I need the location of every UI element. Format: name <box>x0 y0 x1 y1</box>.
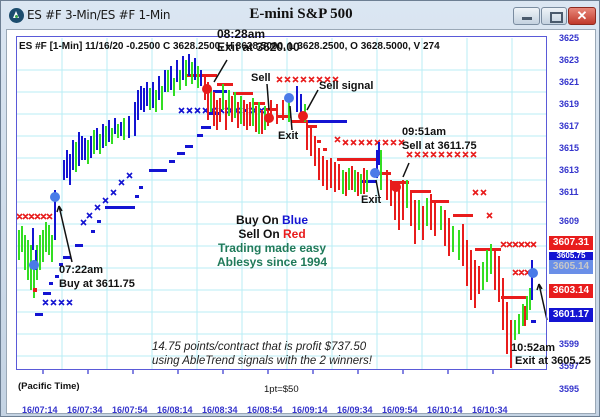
chart-title: E-mini S&P 500 <box>249 6 353 22</box>
annotation-arrows <box>56 59 548 321</box>
plot-frame <box>16 36 547 370</box>
annotation-exit3-price: Exit at 3605.25 <box>515 355 591 367</box>
point-value-label: 1pt=$50 <box>264 384 299 395</box>
chart-area[interactable]: ES #F [1-Min] 11/16/20 -0.2500 C 3628.25… <box>6 27 596 415</box>
y-tick-3617: 3617 <box>559 121 580 131</box>
title-bar[interactable]: ES #F 3-Min/ES #F 1-Min E-mini S&P 500 ✕ <box>1 1 600 29</box>
price-marker-lightblue: 3605.14 <box>549 260 593 274</box>
x-tick: 16/07:34 <box>67 405 103 415</box>
x-tick: 16/10:34 <box>472 405 508 415</box>
x-tick: 16/07:54 <box>112 405 148 415</box>
price-bars <box>18 54 533 368</box>
timezone-label: (Pacific Time) <box>18 381 80 392</box>
y-tick-3615: 3615 <box>559 143 580 153</box>
annotation-buy-time: 07:22am <box>59 264 104 276</box>
legend-buy-color: Blue <box>282 213 309 227</box>
close-button[interactable]: ✕ <box>568 7 596 25</box>
sell-x-markers <box>16 76 537 276</box>
annotation-exit-1: Exit <box>278 130 299 142</box>
y-tick-3611: 3611 <box>559 187 579 197</box>
minimize-button[interactable] <box>513 7 540 25</box>
app-logo-icon <box>9 8 24 23</box>
y-tick-3623: 3623 <box>559 55 580 65</box>
y-tick-3619: 3619 <box>559 99 580 109</box>
x-tick: 16/07:14 <box>22 405 58 415</box>
price-marker-blue-1: 3605.75 <box>549 252 593 260</box>
price-chart-svg <box>16 38 548 374</box>
ohlc-info-line: ES #F [1-Min] 11/16/20 -0.2500 C 3628.25… <box>19 41 440 52</box>
annotation-exit3-time: 10:52am <box>511 342 556 354</box>
annotation-exit1-price: Exit at 3620.00 <box>217 40 300 54</box>
close-icon: ✕ <box>576 8 588 23</box>
y-tick-3597: 3597 <box>559 361 580 371</box>
annotation-sell: Sell <box>251 72 271 84</box>
legend-sell: Sell On Red <box>238 227 306 241</box>
annotation-sell2-time: 09:51am <box>402 126 447 138</box>
annotation-buy-price: Buy at 3611.75 <box>59 278 135 290</box>
y-tick-3625: 3625 <box>559 33 580 43</box>
signal-dots <box>29 84 538 323</box>
profit-note: 14.75 points/contract that is profit $73… <box>152 341 372 367</box>
price-marker-blue-2: 3601.17 <box>549 308 593 322</box>
x-tick: 16/09:14 <box>292 405 328 415</box>
tagline-1: Trading made easy <box>217 241 327 255</box>
y-tick-3595: 3595 <box>559 384 580 394</box>
x-tick: 16/08:34 <box>202 405 238 415</box>
y-tick-3613: 3613 <box>559 165 580 175</box>
x-tick: 16/08:54 <box>247 405 283 415</box>
legend-buy: Buy On Blue <box>235 213 309 227</box>
price-marker-red-2: 3603.14 <box>549 284 593 298</box>
y-tick-3621: 3621 <box>559 77 580 87</box>
price-marker-red-1: 3607.31 <box>549 236 593 250</box>
annotation-sell2-price: Sell at 3611.75 <box>402 140 477 152</box>
tagline-2: Ablesys since 1994 <box>216 255 328 269</box>
grid-lines <box>17 38 547 370</box>
x-tick: 16/08:14 <box>157 405 193 415</box>
y-tick-3599: 3599 <box>559 339 580 349</box>
legend-sell-color: Red <box>283 227 306 241</box>
annotation-exit-2: Exit <box>361 194 382 206</box>
buy-trailing-stops <box>35 90 376 316</box>
annotation-sell-signal: Sell signal <box>319 80 374 92</box>
x-tick: 16/09:34 <box>337 405 373 415</box>
x-tick: 16/10:14 <box>427 405 463 415</box>
annotation-exit1-time: 08:28am <box>217 27 266 41</box>
window-title: ES #F 3-Min/ES #F 1-Min <box>27 8 171 22</box>
x-tick: 16/09:54 <box>382 405 418 415</box>
maximize-button[interactable] <box>541 7 567 25</box>
y-tick-3609: 3609 <box>559 216 580 226</box>
